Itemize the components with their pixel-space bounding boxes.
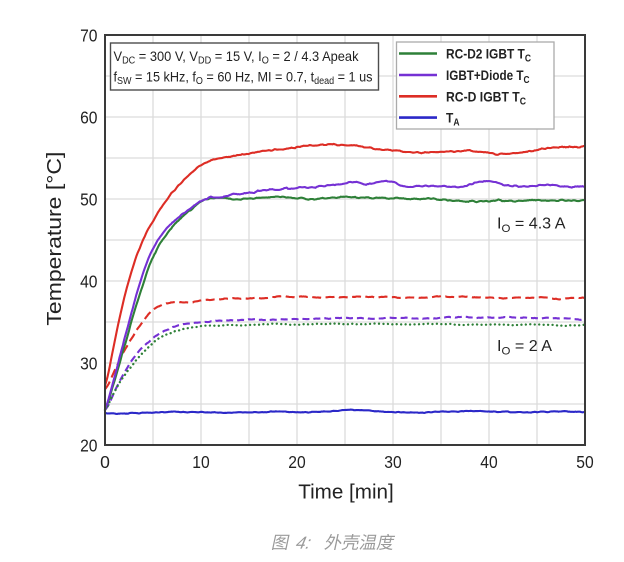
svg-text:60: 60 xyxy=(80,107,98,127)
svg-text:30: 30 xyxy=(80,353,98,373)
svg-text:fSW = 15 kHz, fO = 60 Hz, MI =: fSW = 15 kHz, fO = 60 Hz, MI = 0.7, tdea… xyxy=(114,69,373,87)
svg-text:RC-D2 IGBT TC: RC-D2 IGBT TC xyxy=(446,46,531,65)
svg-text:Temperature [°C]: Temperature [°C] xyxy=(44,152,66,326)
svg-text:IGBT+Diode TC: IGBT+Diode TC xyxy=(446,67,530,86)
svg-text:50: 50 xyxy=(576,452,594,472)
svg-text:RC-D IGBT TC: RC-D IGBT TC xyxy=(446,88,526,107)
svg-text:30: 30 xyxy=(384,452,402,472)
svg-text:10: 10 xyxy=(192,452,210,472)
svg-text:70: 70 xyxy=(80,25,98,45)
svg-text:VDC = 300 V, VDD = 15 V, IO =: VDC = 300 V, VDD = 15 V, IO = 2 / 4.3 Ap… xyxy=(114,49,359,67)
svg-text:40: 40 xyxy=(80,271,98,291)
svg-text:0: 0 xyxy=(100,452,110,472)
svg-text:IO = 2 A: IO = 2 A xyxy=(497,338,553,358)
svg-text:20: 20 xyxy=(288,452,306,472)
svg-text:40: 40 xyxy=(480,452,498,472)
svg-text:Time [min]: Time [min] xyxy=(298,482,394,504)
svg-text:IO = 4.3 A: IO = 4.3 A xyxy=(497,215,566,235)
svg-text:20: 20 xyxy=(80,435,98,455)
svg-text:50: 50 xyxy=(80,189,98,209)
